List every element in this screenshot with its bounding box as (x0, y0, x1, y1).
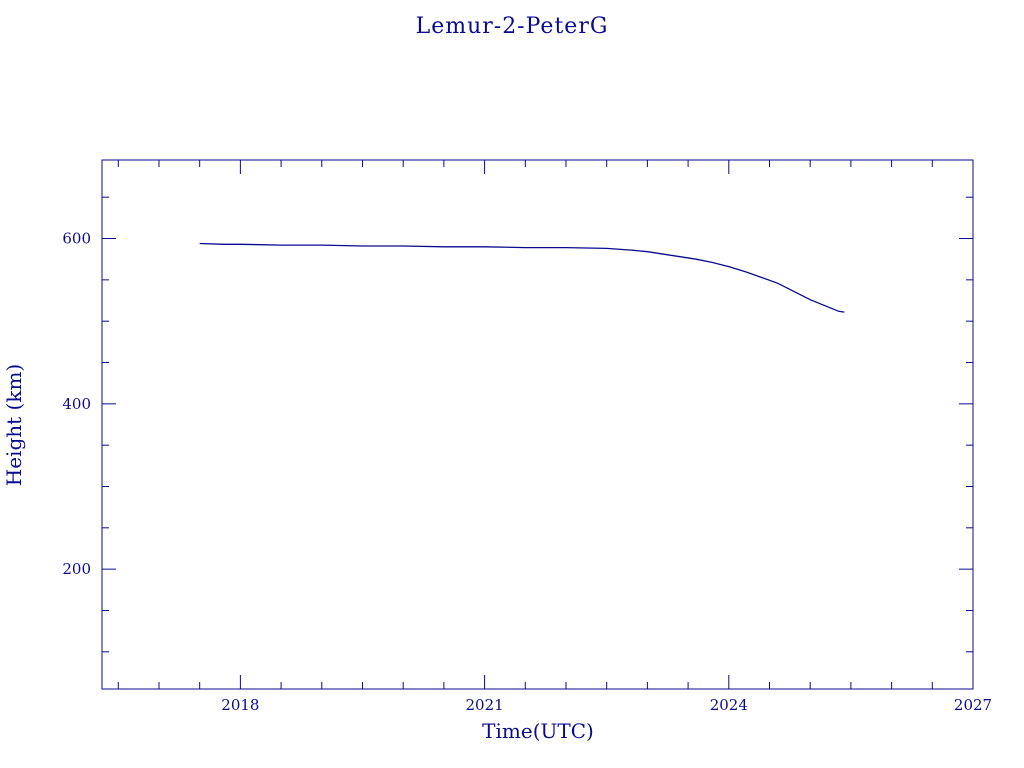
x-tick-label: 2021 (465, 696, 503, 714)
x-tick-label: 2024 (710, 696, 748, 714)
plot-frame (101, 159, 974, 690)
height-series-line (199, 242, 845, 313)
y-tick-label: 400 (62, 395, 91, 413)
x-axis-label: Time(UTC) (482, 719, 594, 743)
x-tick-label: 2027 (954, 696, 992, 714)
x-tick-label: 2018 (221, 696, 259, 714)
y-tick-label: 600 (62, 230, 91, 248)
y-tick-label: 200 (62, 560, 91, 578)
tick-labels: 2018 2021 2024 2027 200 400 600 (62, 230, 992, 714)
chart-title: Lemur-2-PeterG (415, 14, 609, 39)
y-axis-label: Height (km) (2, 364, 26, 486)
axis-ticks (102, 160, 974, 689)
